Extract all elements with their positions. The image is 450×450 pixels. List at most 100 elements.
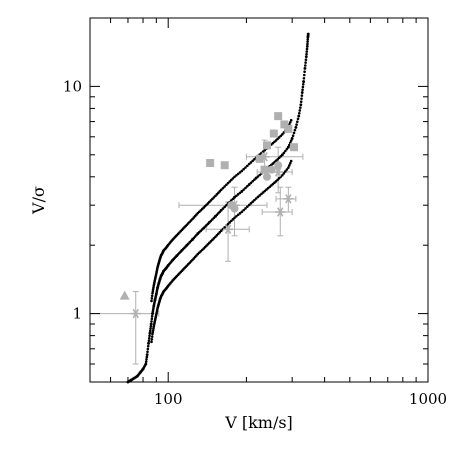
model-point (138, 371, 142, 374)
model-point (235, 194, 238, 198)
model-point (251, 179, 254, 183)
model-point (280, 153, 284, 157)
model-point (281, 173, 284, 177)
model-point (253, 178, 256, 181)
axes-layer (89, 17, 429, 383)
model-point (281, 133, 284, 136)
model-point (147, 336, 151, 340)
model-point (151, 312, 154, 316)
model-point (223, 226, 226, 229)
model-point (244, 186, 247, 190)
observed-circle-point (230, 204, 239, 213)
star-stroke (274, 167, 282, 177)
model-point (300, 97, 303, 100)
model-point (147, 339, 151, 343)
star-stroke (277, 207, 284, 217)
model-point (300, 94, 304, 97)
model-point (302, 73, 306, 77)
model-point (149, 324, 153, 328)
model-point (238, 212, 242, 215)
model-point (144, 360, 148, 363)
observed-star-point (283, 194, 294, 204)
model-point (152, 304, 156, 308)
model-point (302, 80, 305, 83)
model-point (132, 376, 136, 380)
model-point (156, 286, 159, 290)
model-point (254, 176, 258, 180)
model-point (219, 188, 223, 192)
star-stroke (261, 152, 268, 162)
model-point (150, 337, 154, 341)
model-point (244, 207, 247, 210)
model-point (129, 378, 133, 382)
model-point (299, 106, 302, 109)
model-point (305, 44, 309, 48)
model-point (150, 320, 153, 323)
model-point (287, 143, 291, 147)
model-point (228, 180, 231, 183)
model-point (247, 162, 251, 166)
model-point (256, 175, 260, 178)
model-point (233, 195, 236, 199)
model-point (141, 367, 145, 371)
model-point (148, 331, 152, 335)
model-point (150, 297, 154, 300)
model-point (303, 64, 307, 67)
model-point (305, 47, 309, 51)
model-point (149, 327, 152, 330)
observed-square-point (280, 120, 289, 129)
model-point (148, 334, 151, 338)
model-point (162, 269, 166, 273)
model-point (240, 210, 244, 214)
model-point (251, 200, 254, 204)
observed-star-point (229, 200, 240, 210)
model-point (258, 173, 261, 177)
observed-square-point (255, 154, 264, 163)
model-point (282, 151, 286, 155)
model-point (244, 166, 247, 169)
model-point (226, 181, 230, 185)
x-axis-label: V [km/s] (224, 413, 293, 432)
y-tick-label: 1 (72, 305, 82, 323)
plot-layer (89, 32, 310, 384)
y-axis-label: V/σ (29, 186, 48, 215)
model-point (154, 292, 158, 296)
model-point (306, 38, 310, 41)
model-point (304, 55, 308, 59)
model-point (301, 88, 304, 92)
y-tick-label: 10 (63, 77, 82, 95)
model-point (233, 216, 236, 220)
model-point (282, 172, 286, 175)
model-point (149, 322, 153, 326)
model-point (253, 157, 256, 161)
model-point (292, 131, 296, 135)
model-point (249, 161, 253, 164)
model-point (287, 164, 291, 167)
model-point (180, 248, 184, 252)
ticks-layer: 100 1000 1 10 (63, 17, 447, 408)
model-point (301, 85, 305, 89)
model-point (221, 186, 225, 190)
observed-square-point (260, 165, 269, 174)
model-point (295, 123, 298, 126)
model-point (247, 203, 251, 207)
model-point (235, 214, 238, 218)
model-point (158, 277, 162, 281)
model-point (150, 317, 154, 321)
observed-square-point (274, 112, 283, 121)
model-point (240, 169, 244, 173)
model-point (145, 358, 148, 361)
model-point (299, 100, 303, 104)
model-point (304, 58, 308, 61)
labels-layer: V [km/s] V/σ (29, 186, 293, 432)
model-point (150, 335, 154, 338)
model-point (249, 202, 253, 205)
observed-star-point (223, 224, 234, 235)
star-stroke (132, 308, 139, 319)
model-point (171, 258, 175, 262)
model-point (260, 192, 263, 196)
observed-star-point (130, 308, 141, 319)
model-point (303, 70, 306, 73)
model-point (306, 42, 309, 46)
